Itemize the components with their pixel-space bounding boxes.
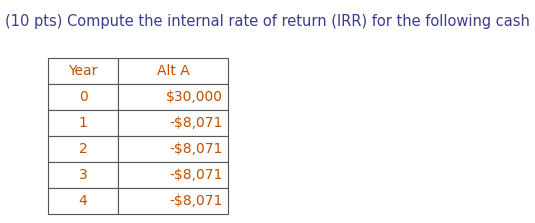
Text: (10 pts) Compute the internal rate of return (IRR) for the following cash flows:: (10 pts) Compute the internal rate of re… <box>5 14 535 29</box>
Bar <box>48 84 118 110</box>
Text: -$8,071: -$8,071 <box>170 116 223 130</box>
Bar <box>48 136 118 162</box>
Text: $30,000: $30,000 <box>166 90 223 104</box>
Text: 0: 0 <box>79 90 87 104</box>
Text: Alt A: Alt A <box>157 64 189 78</box>
Text: Year: Year <box>68 64 98 78</box>
Bar <box>118 136 228 162</box>
Text: 3: 3 <box>79 168 87 182</box>
Bar <box>118 84 228 110</box>
Text: -$8,071: -$8,071 <box>170 142 223 156</box>
Bar <box>118 58 228 84</box>
Text: -$8,071: -$8,071 <box>170 168 223 182</box>
Bar <box>48 162 118 188</box>
Bar <box>48 58 118 84</box>
Bar <box>48 188 118 214</box>
Bar <box>48 110 118 136</box>
Text: 4: 4 <box>79 194 87 208</box>
Text: 1: 1 <box>79 116 87 130</box>
Bar <box>118 162 228 188</box>
Bar <box>118 110 228 136</box>
Text: -$8,071: -$8,071 <box>170 194 223 208</box>
Bar <box>118 188 228 214</box>
Text: 2: 2 <box>79 142 87 156</box>
